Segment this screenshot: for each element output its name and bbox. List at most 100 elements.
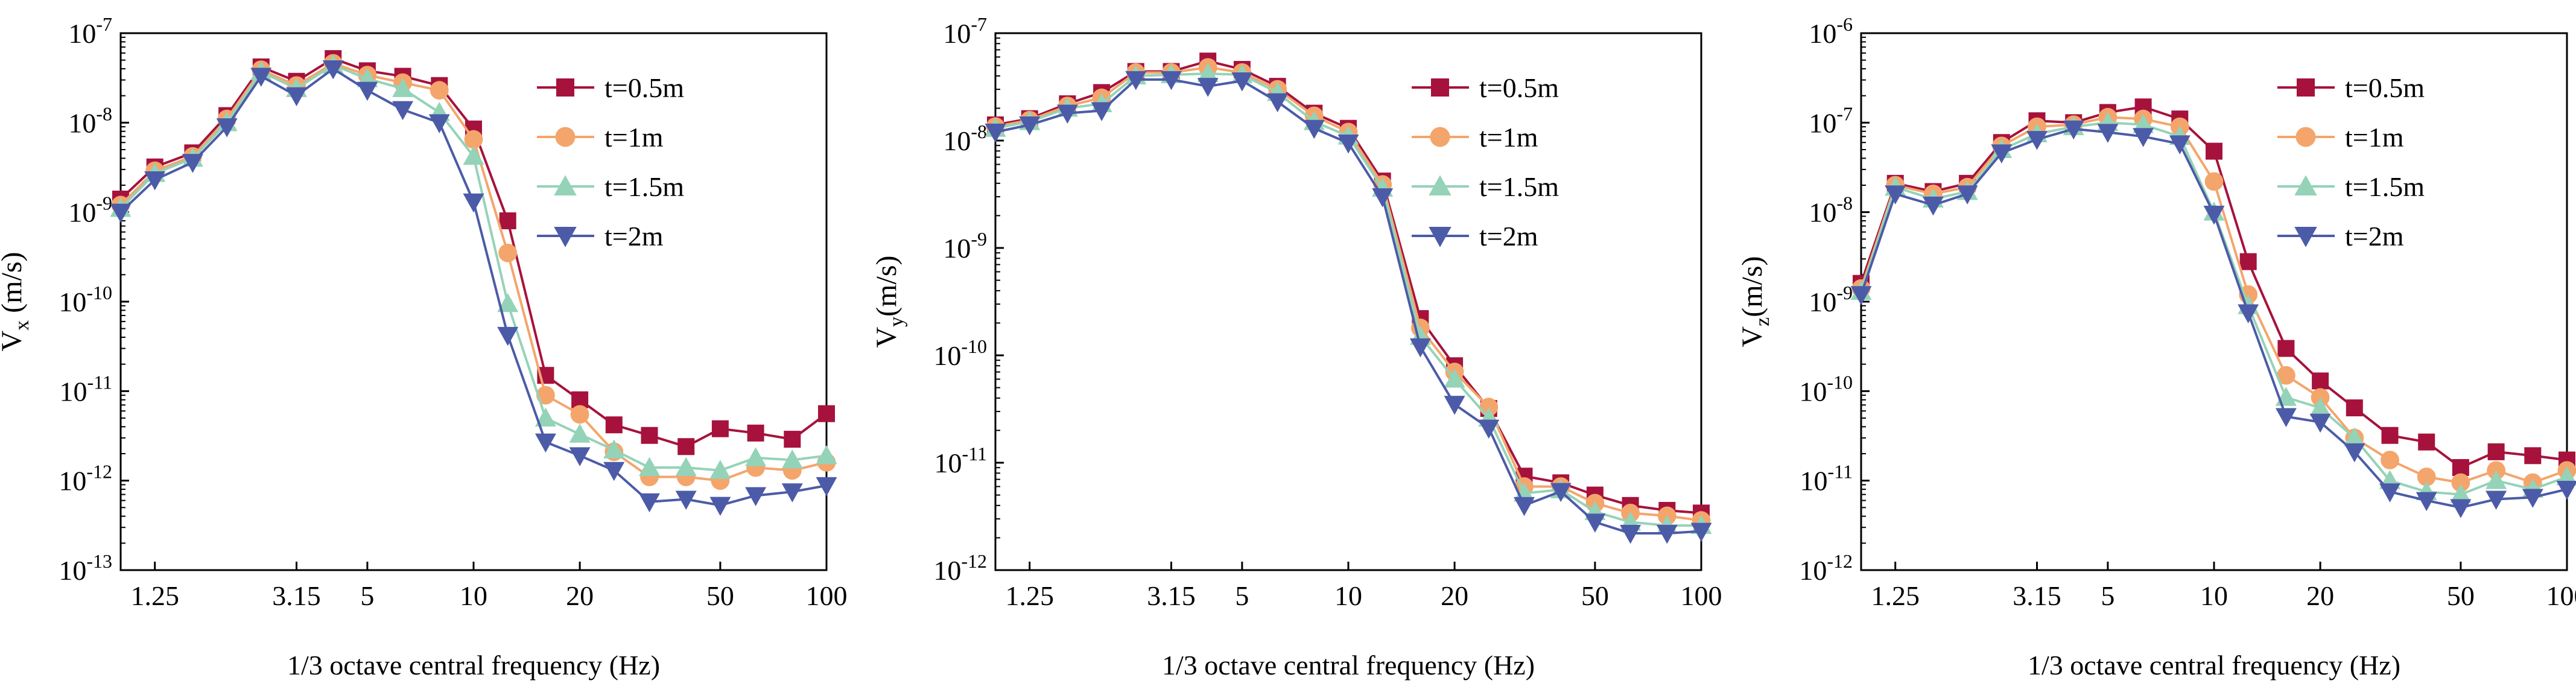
x-axis-label: 1/3 octave central frequency (Hz) <box>1162 650 1535 681</box>
data-point <box>499 212 516 230</box>
x-tick-label: 50 <box>1581 580 1609 611</box>
legend-entry: t=1.5m <box>2345 171 2425 202</box>
legend-marker <box>2295 127 2316 147</box>
x-tick-label: 50 <box>706 580 734 611</box>
data-point <box>1337 134 1359 154</box>
data-point <box>675 457 697 476</box>
data-point <box>2522 489 2543 508</box>
data-point <box>816 477 837 497</box>
data-point <box>1303 119 1325 139</box>
x-tick-label: 5 <box>1235 580 1249 611</box>
x-tick-label: 100 <box>806 580 848 611</box>
y-tick-label: 10-11 <box>60 371 112 407</box>
x-tick-label: 100 <box>2546 580 2576 611</box>
legend-entry: t=0.5m <box>604 72 684 103</box>
data-point <box>392 101 414 121</box>
data-point <box>2277 366 2295 385</box>
y-tick-label: 10-8 <box>943 121 987 156</box>
legend-marker <box>1429 227 1451 247</box>
data-point <box>1584 513 1606 533</box>
data-point <box>2026 131 2048 150</box>
x-tick-label: 10 <box>1334 580 1362 611</box>
data-point <box>2381 427 2399 444</box>
data-point <box>497 326 519 346</box>
data-point <box>1991 144 2013 163</box>
data-point <box>709 497 731 516</box>
y-tick-label: 10-11 <box>1800 461 1853 497</box>
data-point <box>1690 522 1712 542</box>
data-point <box>2450 484 2472 503</box>
data-point <box>1161 71 1182 90</box>
x-axis-label: 1/3 octave central frequency (Hz) <box>2028 650 2400 681</box>
data-point <box>357 81 378 101</box>
x-tick-label: 1.25 <box>1005 580 1054 611</box>
data-point <box>569 424 591 443</box>
legend-marker <box>2297 78 2315 97</box>
data-point <box>1885 185 1906 205</box>
legend-entry: t=1.5m <box>1479 171 1559 202</box>
data-point <box>2277 340 2295 357</box>
data-point <box>464 130 483 149</box>
data-point <box>1514 497 1535 516</box>
legend-marker <box>554 227 577 247</box>
data-point <box>2239 253 2257 270</box>
y-tick-label: 10-6 <box>1809 13 1853 49</box>
x-tick-label: 10 <box>2200 580 2228 611</box>
legend-entry: t=2m <box>604 221 664 252</box>
data-point <box>784 431 801 448</box>
legend-marker <box>2294 227 2317 247</box>
y-axis-label-vz: Vz(m/s) <box>1736 256 1774 347</box>
legend-marker <box>555 127 576 147</box>
data-point <box>816 445 837 465</box>
data-point <box>711 420 729 437</box>
x-tick-label: 3.15 <box>1147 580 1196 611</box>
series-line-t=0.5m <box>1860 106 2568 469</box>
data-point <box>677 438 695 455</box>
y-tick-label: 10-9 <box>943 228 987 264</box>
data-point <box>1444 368 1465 388</box>
data-point <box>2309 397 2331 417</box>
x-tick-label: 20 <box>2306 580 2334 611</box>
data-point <box>1656 525 1678 544</box>
data-point <box>2487 443 2505 460</box>
legend-marker <box>554 175 577 195</box>
y-tick-label: 10-10 <box>933 335 987 371</box>
data-point <box>2063 120 2084 140</box>
data-point <box>570 405 589 424</box>
data-point <box>392 78 414 97</box>
data-point <box>110 203 132 223</box>
data-point <box>745 487 767 507</box>
x-tick-label: 20 <box>566 580 594 611</box>
data-point <box>2238 304 2259 324</box>
data-point <box>2203 205 2225 225</box>
data-point <box>639 457 661 476</box>
data-point <box>641 427 658 444</box>
x-tick-label: 10 <box>460 580 487 611</box>
x-tick-label: 5 <box>2101 580 2114 611</box>
x-tick-label: 1.25 <box>1871 580 1920 611</box>
y-tick-label: 10-11 <box>934 443 987 478</box>
chart-panel-vx: 10-13 10-12 10-11 10-10 10-9 10-8 10-7 1.25 3.15… <box>0 13 848 681</box>
y-tick-label: 10-7 <box>1809 103 1853 138</box>
legend-marker <box>556 78 574 97</box>
legend-entry: t=1m <box>1479 122 1538 153</box>
data-point <box>603 439 625 458</box>
data-point <box>2486 470 2507 489</box>
data-point <box>603 462 625 481</box>
x-tick-label: 3.15 <box>2013 580 2061 611</box>
data-point <box>985 123 1006 143</box>
data-point <box>1372 188 1394 208</box>
x-tick-label: 5 <box>360 580 374 611</box>
y-tick-label: 10-13 <box>59 550 112 586</box>
legend-entry: t=2m <box>2345 221 2404 252</box>
legend-marker <box>1429 175 1451 195</box>
data-point <box>818 405 835 422</box>
data-point <box>781 449 803 469</box>
data-point <box>2312 372 2329 390</box>
x-axis-label: 1/3 octave central frequency (Hz) <box>287 650 660 681</box>
data-point <box>2416 492 2437 512</box>
y-tick-label: 10-8 <box>68 103 112 138</box>
data-point <box>498 243 518 262</box>
data-point <box>2452 458 2469 476</box>
y-axis-label-vy: Vy(m/s) <box>871 256 908 348</box>
